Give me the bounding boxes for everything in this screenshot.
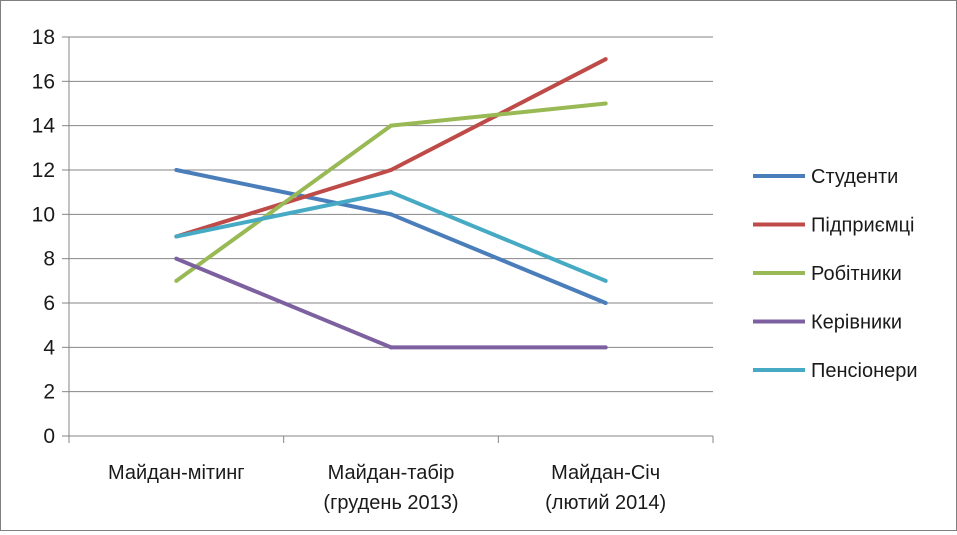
- data-point: [603, 57, 608, 62]
- y-tick-label: 18: [32, 26, 55, 49]
- x-tick-label: Майдан-табір (грудень 2013): [323, 462, 458, 514]
- y-tick-label: 12: [32, 159, 55, 182]
- data-point: [389, 345, 393, 350]
- x-tick-label: Майдан-Січ (лютий 2014): [545, 462, 666, 514]
- series-lines: [174, 57, 608, 350]
- data-point: [174, 168, 179, 172]
- y-tick-label: 2: [43, 381, 55, 404]
- legend: Студенти Підприємці Робітники Керівники Пенс…: [753, 166, 918, 382]
- data-point: [603, 278, 608, 283]
- data-point: [174, 256, 179, 261]
- data-point: [389, 212, 393, 217]
- y-tick-label: 16: [32, 70, 55, 93]
- y-tick-label: 10: [32, 203, 55, 226]
- data-point: [389, 190, 393, 195]
- y-axis-ticks: 0 2 4 6 8 10 12 14 16 18: [32, 26, 69, 448]
- x-tick-label: Майдан-мітинг: [108, 462, 245, 484]
- legend-label: Робітники: [811, 263, 902, 285]
- legend-label: Керівники: [811, 312, 902, 334]
- y-tick-label: 4: [43, 336, 55, 359]
- data-point: [603, 345, 608, 350]
- data-point: [389, 123, 393, 128]
- y-tick-label: 14: [32, 115, 56, 138]
- y-tick-label: 6: [43, 292, 55, 315]
- legend-label: Пенсіонери: [811, 360, 918, 382]
- data-point: [174, 278, 179, 283]
- y-tick-label: 8: [43, 248, 55, 271]
- axes: [68, 37, 713, 437]
- data-point: [603, 301, 608, 305]
- y-tick-label: 0: [43, 425, 55, 448]
- x-axis-ticks: Майдан-мітинг Майдан-табір (грудень 2013) М…: [68, 436, 714, 514]
- data-point: [389, 168, 393, 172]
- series-line-2: [175, 57, 607, 239]
- legend-label: Студенти: [811, 166, 898, 188]
- legend-label: Підприємці: [811, 215, 914, 237]
- data-point: [174, 234, 179, 239]
- data-point: [603, 101, 608, 106]
